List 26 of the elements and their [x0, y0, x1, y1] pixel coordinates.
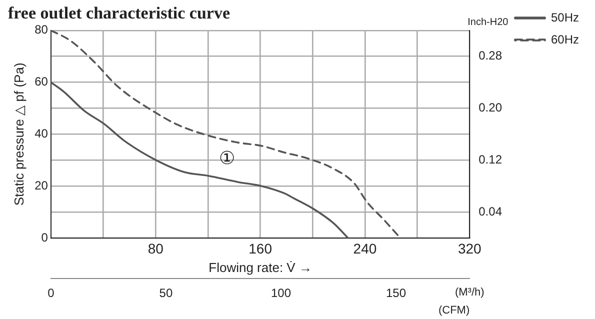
- x-axis-title: Flowing rate: V̇ →: [208, 260, 312, 276]
- y2-tick-label: 0.28: [478, 48, 502, 63]
- x2-tick-label: 50: [159, 286, 173, 300]
- y-tick-label: 20: [34, 178, 48, 192]
- y2-tick-label: 0.12: [478, 152, 502, 166]
- line-series: [50, 81, 349, 238]
- x-tick-label: 320: [458, 240, 482, 256]
- x-tick-label: 240: [353, 240, 377, 256]
- x2-axis-title: (CFM): [438, 304, 470, 316]
- y-axis-title: Static pressure △ pf (Pa): [11, 62, 26, 206]
- text: (M³/h): [454, 286, 484, 298]
- y-tick-label: 0: [41, 230, 48, 244]
- x-tick-label: 80: [148, 240, 164, 256]
- x2-tick-label: 100: [270, 286, 292, 300]
- legend-label: 50Hz: [550, 10, 579, 24]
- annotation: ①: [218, 148, 235, 169]
- legend-label: 60Hz: [550, 32, 579, 46]
- y-tick-label: 60: [34, 74, 48, 89]
- x2-tick-label: 150: [386, 286, 406, 300]
- y2-tick-label: 0.20: [478, 100, 502, 115]
- y-tick-label: 80: [34, 22, 48, 37]
- y-tick-label: 40: [34, 126, 48, 141]
- y2-tick-label: 0.04: [478, 204, 502, 218]
- chart-title: free outlet characteristic curve: [8, 4, 230, 23]
- x-tick-label: 160: [248, 240, 272, 256]
- y2-axis-title: Inch-H20: [468, 17, 509, 28]
